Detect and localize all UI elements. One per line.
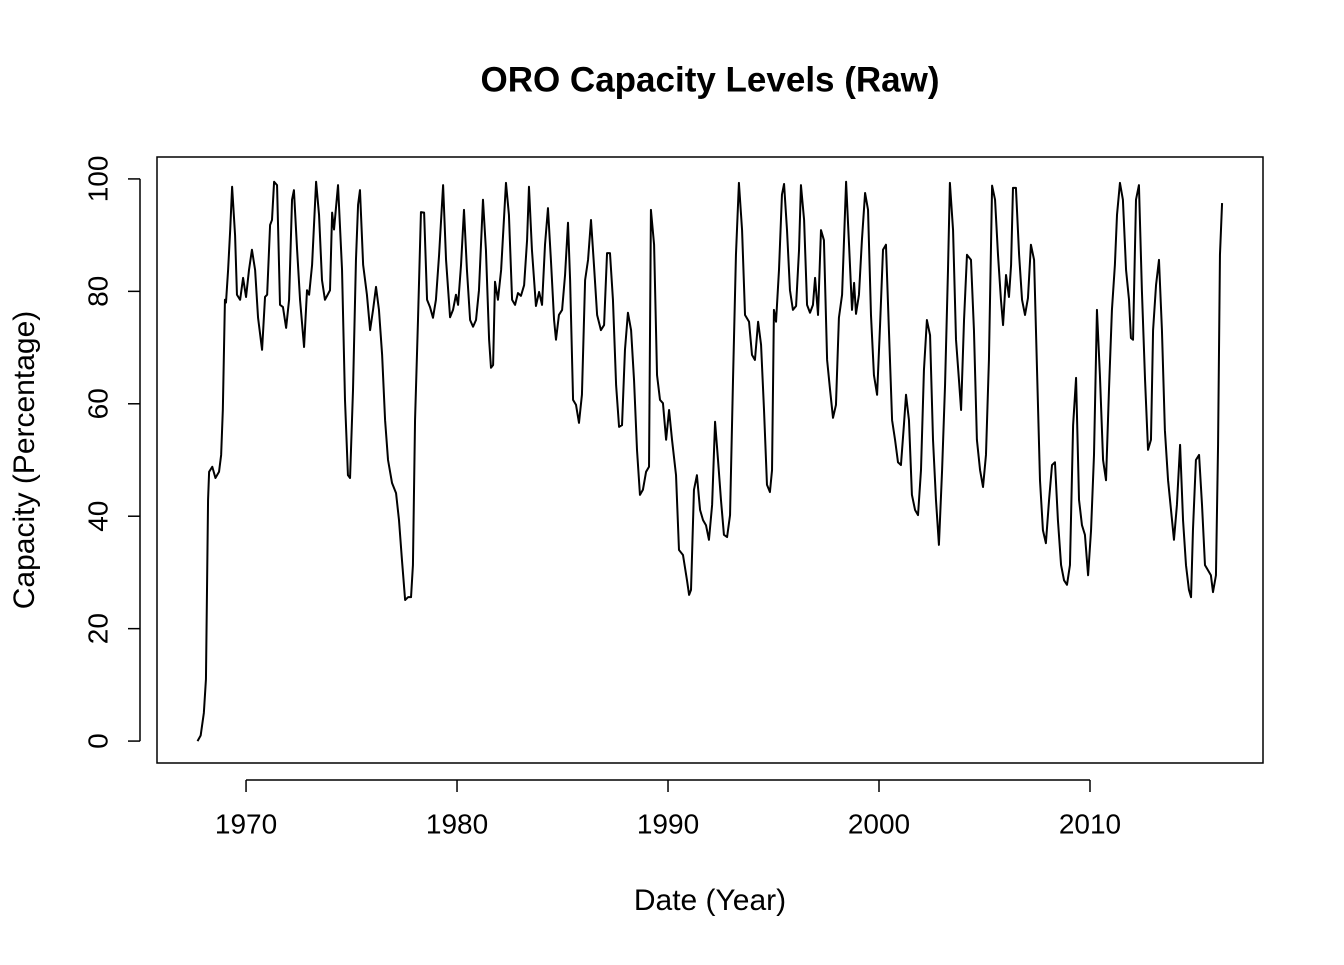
y-axis-label: Capacity (Percentage) — [8, 311, 41, 609]
y-tick-label: 100 — [82, 156, 113, 203]
plot-frame — [156, 156, 1264, 764]
y-tick-label: 20 — [82, 613, 113, 644]
x-tick-label: 1970 — [215, 808, 277, 839]
y-tick-label: 60 — [82, 388, 113, 419]
x-tick-label: 1990 — [637, 808, 699, 839]
x-axis-label: Date (Year) — [634, 884, 786, 917]
y-tick-label: 80 — [82, 276, 113, 307]
x-tick-label: 1980 — [426, 808, 488, 839]
data-line — [196, 180, 1224, 742]
y-tick-label: 40 — [82, 501, 113, 532]
chart-title: ORO Capacity Levels (Raw) — [480, 60, 939, 99]
y-tick-label: 0 — [82, 733, 113, 749]
x-tick-label: 2010 — [1059, 808, 1121, 839]
x-tick-label: 2000 — [848, 808, 910, 839]
